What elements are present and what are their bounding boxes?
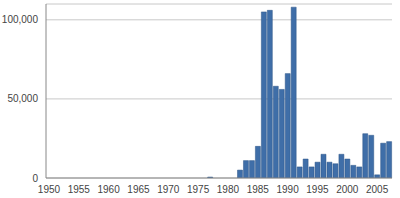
svg-text:100,000: 100,000 (8, 14, 38, 25)
svg-text:1950: 1950 (38, 184, 61, 195)
svg-text:1965: 1965 (127, 184, 150, 195)
svg-text:1955: 1955 (68, 184, 91, 195)
svg-text:50,000: 50,000 (8, 93, 38, 104)
svg-text:1970: 1970 (157, 184, 180, 195)
svg-text:1985: 1985 (247, 184, 270, 195)
svg-text:2005: 2005 (366, 184, 389, 195)
svg-text:1995: 1995 (306, 184, 329, 195)
svg-text:1990: 1990 (276, 184, 299, 195)
svg-text:1975: 1975 (187, 184, 210, 195)
svg-text:1980: 1980 (217, 184, 240, 195)
svg-text:2000: 2000 (336, 184, 359, 195)
svg-text:0: 0 (32, 173, 38, 184)
svg-text:1960: 1960 (98, 184, 121, 195)
